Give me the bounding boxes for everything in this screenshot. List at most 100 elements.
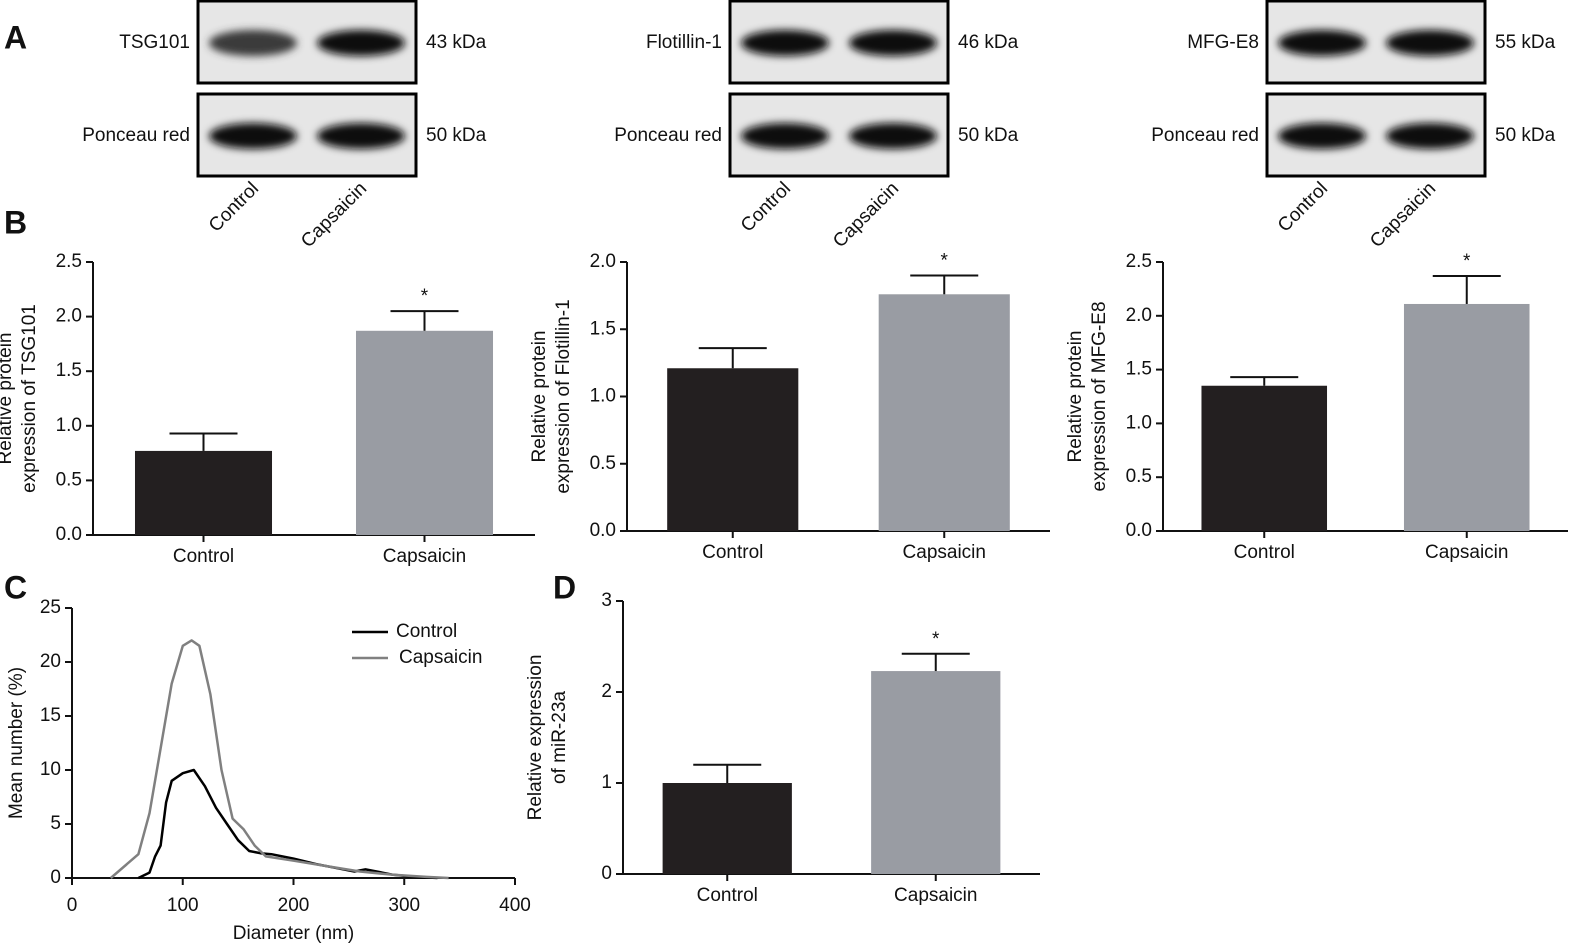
y-axis-label: of miR-23a — [549, 691, 570, 784]
blot-band — [849, 30, 937, 56]
x-tick-label: Capsaicin — [1425, 542, 1508, 563]
x-tick-label: 300 — [388, 895, 420, 916]
blot-band — [849, 123, 937, 149]
y-tick-label: 2.0 — [1126, 305, 1152, 326]
blot-label: MFG-E8 — [1187, 32, 1259, 53]
y-axis-label: Relative expression — [525, 655, 546, 821]
blot-band — [1386, 123, 1474, 149]
bar — [667, 368, 799, 531]
line-series — [109, 639, 449, 880]
y-axis-label: expression of TSG101 — [19, 304, 40, 493]
y-tick-label: 1 — [601, 772, 612, 793]
error-bar — [693, 763, 762, 783]
x-tick-label: Capsaicin — [383, 546, 466, 567]
x-tick-label: 400 — [499, 895, 531, 916]
blot-kda: 46 kDa — [958, 32, 1019, 53]
blot-kda: 50 kDa — [958, 125, 1019, 146]
blot-band — [1278, 123, 1366, 149]
y-tick-label: 3 — [601, 590, 612, 611]
lane-label: Control — [737, 178, 795, 236]
y-tick-label: 1.0 — [56, 415, 82, 436]
lane-label: Control — [205, 178, 263, 236]
blot-label: TSG101 — [119, 32, 190, 53]
y-tick-label: 0.0 — [56, 524, 82, 545]
blot-kda: 50 kDa — [1495, 125, 1556, 146]
lane-label: Control — [1274, 178, 1332, 236]
blot-label: Ponceau red — [82, 125, 190, 146]
y-tick-label: 0.5 — [1126, 466, 1152, 487]
blot-kda: 55 kDa — [1495, 32, 1556, 53]
blot-band — [741, 30, 829, 56]
bar — [134, 450, 273, 535]
bar — [878, 294, 1010, 531]
error-bar — [169, 432, 238, 451]
y-tick-label: 10 — [40, 759, 61, 780]
y-tick-label: 0.0 — [1126, 520, 1152, 541]
y-tick-label: 2.5 — [56, 251, 82, 272]
error-bar — [1432, 274, 1501, 304]
panel-label: C — [4, 569, 27, 605]
x-tick-label: Capsaicin — [894, 885, 977, 906]
y-tick-label: 1.0 — [590, 386, 616, 407]
y-tick-label: 2.0 — [590, 251, 616, 272]
y-tick-label: 2 — [601, 681, 612, 702]
x-tick-label: Control — [697, 885, 758, 906]
panel-label: A — [4, 19, 27, 55]
blot-label: Flotillin-1 — [646, 32, 722, 53]
x-tick-label: 0 — [67, 895, 78, 916]
bar — [1403, 303, 1530, 531]
blot-label: Ponceau red — [1151, 125, 1259, 146]
y-tick-label: 1.5 — [1126, 359, 1152, 380]
legend-label: Capsaicin — [399, 647, 482, 668]
y-tick-label: 1.0 — [1126, 412, 1152, 433]
x-tick-label: Control — [173, 546, 234, 567]
blot-band — [741, 123, 829, 149]
x-axis-label: Diameter (nm) — [233, 923, 354, 944]
x-tick-label: Control — [702, 542, 763, 563]
blot-band — [317, 30, 405, 56]
y-tick-label: 2.0 — [56, 306, 82, 327]
blot-kda: 50 kDa — [426, 125, 487, 146]
x-tick-label: Capsaicin — [903, 542, 986, 563]
y-axis-label: expression of Flotillin-1 — [553, 299, 574, 493]
blot-label: Ponceau red — [614, 125, 722, 146]
y-tick-label: 1.5 — [56, 360, 82, 381]
y-axis-label: Relative protein — [1065, 330, 1086, 462]
y-axis-label: Relative protein — [529, 330, 550, 462]
error-bar — [1230, 376, 1299, 386]
y-tick-label: 0.5 — [56, 469, 82, 490]
bar — [871, 671, 1001, 874]
blot-band — [1386, 30, 1474, 56]
lane-label: Capsaicin — [297, 178, 371, 252]
error-bar — [390, 310, 459, 331]
bar — [1201, 385, 1328, 531]
significance: * — [1463, 251, 1471, 272]
y-axis-label: Mean number (%) — [6, 667, 27, 819]
significance: * — [941, 250, 949, 271]
y-axis-label: expression of MFG-E8 — [1089, 301, 1110, 491]
y-tick-label: 0 — [601, 863, 612, 884]
blot-band — [317, 123, 405, 149]
error-bar — [910, 274, 979, 295]
bar — [355, 330, 494, 535]
error-bar — [698, 347, 767, 369]
legend-label: Control — [396, 621, 457, 642]
lane-label: Capsaicin — [829, 178, 903, 252]
blot-band — [1278, 30, 1366, 56]
significance: * — [421, 286, 429, 307]
y-tick-label: 25 — [40, 597, 61, 618]
y-tick-label: 1.5 — [590, 318, 616, 339]
blot-band — [209, 123, 297, 149]
y-tick-label: 0.5 — [590, 453, 616, 474]
y-tick-label: 15 — [40, 705, 61, 726]
y-tick-label: 0 — [50, 867, 61, 888]
lane-label: Capsaicin — [1366, 178, 1440, 252]
blot-band — [209, 30, 297, 56]
x-tick-label: 200 — [278, 895, 310, 916]
blot-kda: 43 kDa — [426, 32, 487, 53]
error-bar — [901, 652, 970, 672]
significance: * — [932, 629, 940, 650]
line-series — [137, 768, 438, 880]
x-tick-label: Control — [1234, 542, 1295, 563]
